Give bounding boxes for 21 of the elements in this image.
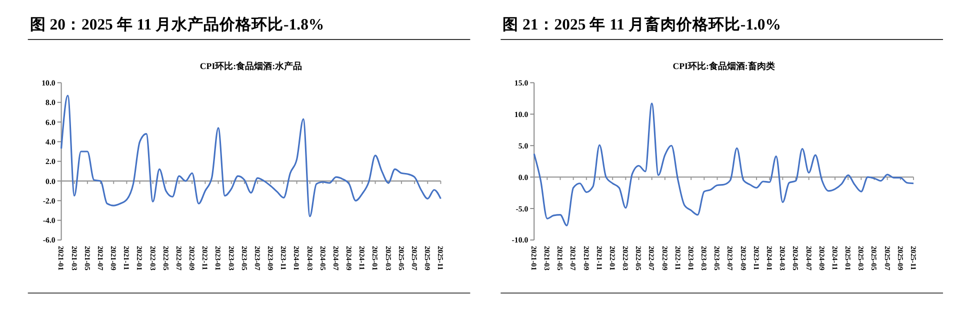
- y-tick-label: -5.0: [516, 204, 528, 214]
- y-tick-label: -10.0: [512, 236, 528, 245]
- y-tick-label: 5.0: [518, 141, 528, 150]
- y-tick-label: 15.0: [514, 78, 528, 88]
- y-tick-label: -4.0: [42, 216, 56, 226]
- chart-subtitle: CPI环比:食品烟酒:畜肉类: [672, 60, 775, 71]
- chart-title: 图 21：2025 年 11 月畜肉价格环比-1.0%: [502, 14, 781, 34]
- line-series: [533, 102, 914, 226]
- y-tick-label: -6.0: [42, 236, 56, 245]
- y-tick-label: 0.0: [518, 172, 528, 182]
- y-tick-label: 10.0: [514, 110, 528, 119]
- y-tick-label: -2.0: [42, 196, 56, 206]
- chart-subtitle: CPI环比:食品烟酒:水产品: [200, 60, 302, 71]
- y-tick-label: 2.0: [46, 157, 56, 166]
- y-tick-label: 6.0: [46, 118, 56, 127]
- line-series: [60, 94, 442, 218]
- y-tick-label: 0.0: [46, 176, 56, 186]
- chart-title: 图 20：2025 年 11 月水产品价格环比-1.8%: [30, 16, 324, 34]
- y-tick-label: 8.0: [46, 98, 56, 108]
- y-tick-label: 4.0: [46, 137, 56, 146]
- y-tick-label: 10.0: [42, 78, 56, 88]
